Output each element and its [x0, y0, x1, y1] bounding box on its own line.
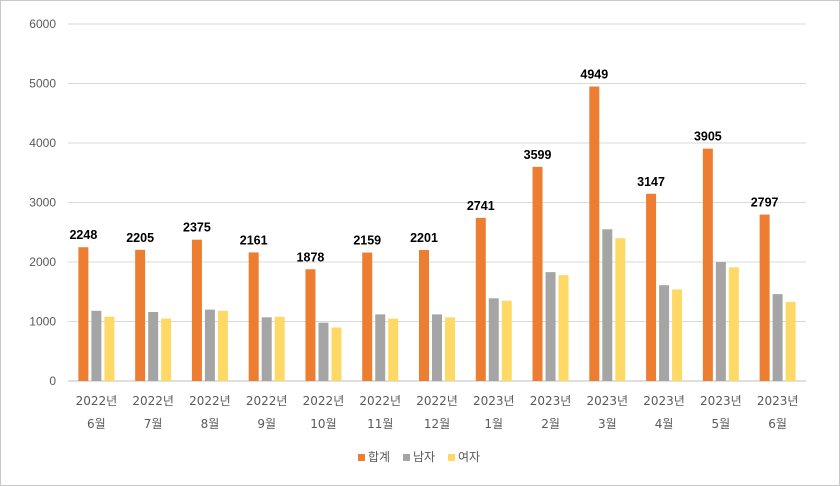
- bar-합계-10: [646, 193, 657, 381]
- bar-합계-11: [702, 148, 713, 381]
- y-tick-label: 4000: [29, 136, 56, 150]
- x-tick-label-year: 2022년: [132, 394, 174, 408]
- y-tick-label: 5000: [29, 77, 56, 91]
- y-tick-label: 1000: [29, 315, 56, 329]
- bar-여자-4: [331, 327, 342, 381]
- x-tick-label-year: 2022년: [303, 394, 345, 408]
- y-tick-label: 3000: [29, 196, 56, 210]
- bar-합계-12: [759, 214, 770, 381]
- x-tick-label-year: 2022년: [189, 394, 231, 408]
- bar-여자-7: [501, 300, 512, 381]
- legend-swatch: [403, 454, 410, 461]
- data-label: 2797: [751, 196, 779, 210]
- bar-합계-0: [78, 247, 89, 381]
- bar-남자-11: [715, 262, 726, 381]
- bar-남자-9: [602, 229, 613, 381]
- bar-남자-6: [432, 314, 442, 381]
- x-tick-label-year: 2023년: [587, 394, 629, 408]
- data-label: 2375: [183, 221, 211, 235]
- x-tick-label-month: 7월: [144, 417, 163, 431]
- x-tick-label-year: 2022년: [76, 394, 118, 408]
- bar-합계-4: [305, 269, 316, 381]
- y-tick-label: 2000: [29, 255, 56, 269]
- x-tick-label-month: 4월: [655, 417, 674, 431]
- x-tick-label-year: 2023년: [643, 394, 685, 408]
- data-label: 2205: [126, 231, 154, 245]
- legend-label: 남자: [413, 450, 435, 464]
- bar-합계-2: [191, 239, 202, 381]
- bar-합계-5: [362, 252, 373, 381]
- bar-여자-12: [785, 301, 796, 381]
- bar-남자-4: [318, 322, 329, 381]
- bar-합계-7: [475, 217, 486, 381]
- bar-여자-1: [161, 318, 172, 381]
- data-label: 3599: [524, 148, 552, 162]
- legend-label: 여자: [458, 450, 480, 464]
- bar-합계-3: [248, 252, 259, 381]
- x-tick-label-month: 5월: [712, 417, 731, 431]
- y-tick-label: 0: [49, 374, 56, 388]
- bar-합계-1: [135, 249, 146, 381]
- data-label: 2248: [69, 228, 97, 242]
- bar-합계-6: [419, 250, 429, 381]
- data-label: 3147: [637, 175, 665, 189]
- bar-남자-1: [148, 311, 159, 381]
- bar-합계-9: [589, 86, 600, 382]
- bar-남자-5: [375, 314, 386, 381]
- x-tick-label-month: 12월: [424, 417, 450, 431]
- x-tick-label-year: 2023년: [530, 394, 572, 408]
- bar-여자-8: [558, 275, 569, 381]
- x-tick-label-month: 6월: [87, 417, 106, 431]
- data-label: 2201: [410, 231, 438, 245]
- bar-남자-12: [772, 294, 783, 381]
- x-tick-label-month: 11월: [367, 417, 393, 431]
- x-tick-label-month: 9월: [257, 417, 276, 431]
- bar-여자-10: [672, 289, 683, 381]
- data-label: 2161: [240, 233, 268, 247]
- legend-swatch: [358, 454, 365, 461]
- x-tick-label-month: 8월: [201, 417, 220, 431]
- bar-남자-7: [488, 298, 499, 381]
- x-tick-label-year: 2022년: [416, 394, 458, 408]
- bar-남자-2: [204, 309, 215, 381]
- data-label: 4949: [580, 68, 608, 82]
- bar-여자-3: [274, 316, 285, 381]
- x-tick-label-year: 2023년: [757, 394, 799, 408]
- bar-여자-0: [104, 316, 115, 381]
- bar-남자-8: [545, 272, 556, 381]
- bar-남자-10: [659, 285, 670, 381]
- x-tick-label-month: 1월: [484, 417, 503, 431]
- bar-여자-5: [388, 318, 399, 381]
- data-label: 3905: [694, 130, 722, 144]
- bar-여자-6: [445, 317, 455, 381]
- x-tick-label-month: 10월: [310, 417, 336, 431]
- bar-여자-2: [217, 310, 228, 381]
- bar-남자-3: [261, 317, 272, 381]
- x-tick-label-month: 2월: [541, 417, 560, 431]
- data-label: 2741: [467, 199, 495, 213]
- bar-여자-11: [728, 267, 739, 381]
- legend-swatch: [448, 454, 455, 461]
- legend-label: 합계: [368, 450, 390, 464]
- data-label: 2159: [353, 234, 381, 248]
- y-tick-label: 6000: [29, 17, 56, 31]
- x-tick-label-year: 2023년: [473, 394, 515, 408]
- bar-남자-0: [91, 310, 102, 381]
- x-tick-label-month: 6월: [768, 417, 787, 431]
- x-tick-label-year: 2022년: [246, 394, 288, 408]
- data-label: 1878: [297, 250, 325, 264]
- x-tick-label-year: 2022년: [359, 394, 401, 408]
- bar-여자-9: [615, 238, 626, 381]
- x-tick-label-year: 2023년: [700, 394, 742, 408]
- bar-합계-8: [532, 166, 543, 381]
- x-tick-label-month: 3월: [598, 417, 617, 431]
